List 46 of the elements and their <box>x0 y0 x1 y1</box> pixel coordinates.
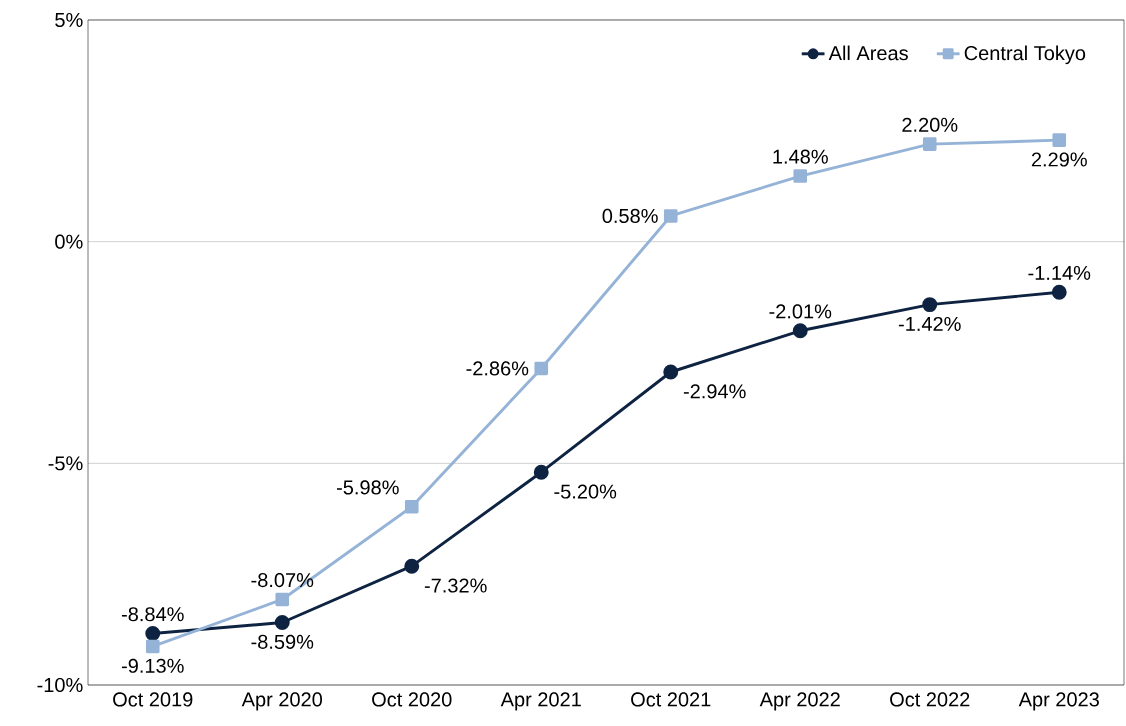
y-tick-label: 5% <box>55 12 83 28</box>
data-label: 1.48% <box>773 149 828 164</box>
data-label: -5.20% <box>554 484 617 499</box>
x-tick-label: Apr 2020 <box>241 692 323 711</box>
legend-label: Central Tokyo <box>964 45 1086 65</box>
data-label: -2.86% <box>466 361 529 376</box>
x-tick-label: Apr 2023 <box>1018 692 1099 711</box>
data-label: -9.13% <box>121 658 184 673</box>
data-label: 0.58% <box>602 208 658 224</box>
point <box>404 558 420 574</box>
x-tick-label: Oct 2020 <box>372 692 452 707</box>
data-label: 2.20% <box>902 117 958 132</box>
point <box>1052 133 1067 147</box>
data-label: -8.59% <box>251 634 314 649</box>
data-label: 2.29% <box>1031 152 1087 167</box>
point <box>275 592 290 607</box>
data-label: -7.32% <box>424 578 487 593</box>
x-tick-label: Oct 2022 <box>890 692 970 707</box>
point <box>922 137 937 151</box>
data-label: -2.94% <box>683 384 746 399</box>
point <box>792 323 808 339</box>
x-tick-label: Oct 2021 <box>631 692 711 707</box>
y-tick-label: -10% <box>37 677 83 693</box>
data-label: -8.84% <box>121 607 184 622</box>
data-label: -8.07% <box>251 573 314 588</box>
point <box>922 297 938 313</box>
x-tick-label: Oct 2019 <box>113 692 193 707</box>
point <box>404 499 419 514</box>
point <box>793 169 808 183</box>
y-tick-label: -5% <box>48 456 83 471</box>
point <box>663 209 678 223</box>
point <box>533 464 549 480</box>
data-label: -1.14% <box>1028 265 1091 280</box>
point <box>534 361 549 376</box>
data-label: -5.98% <box>337 480 399 495</box>
point <box>145 626 161 642</box>
x-tick-label: Apr 2021 <box>500 692 581 711</box>
y-tick-label: 0% <box>55 234 83 249</box>
point <box>663 364 679 380</box>
data-label: -2.01% <box>769 304 832 319</box>
x-tick-label: Apr 2022 <box>759 692 840 711</box>
point <box>145 639 160 654</box>
legend-label: All Areas <box>828 45 908 61</box>
point <box>1051 284 1067 300</box>
point <box>274 615 290 630</box>
data-label: -1.42% <box>898 316 961 331</box>
